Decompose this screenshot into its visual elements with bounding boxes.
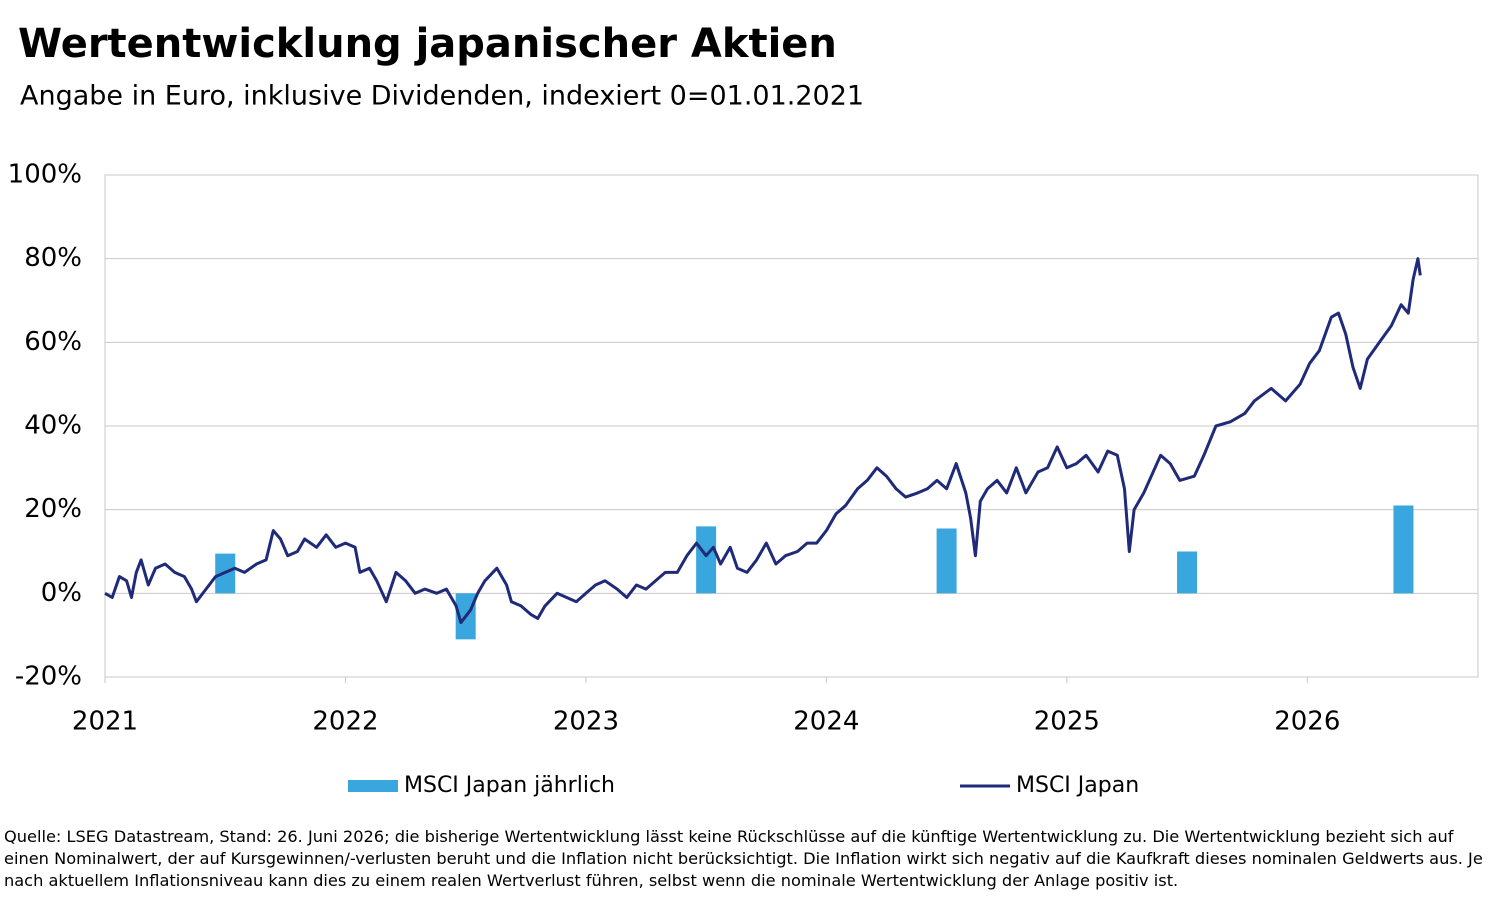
- chart-subtitle: Angabe in Euro, inklusive Dividenden, in…: [20, 81, 864, 112]
- y-tick-label: 60%: [24, 327, 82, 357]
- bar: [696, 526, 717, 594]
- legend-label: MSCI Japan jährlich: [404, 773, 615, 798]
- bar: [1393, 505, 1414, 594]
- x-tick-label: 2022: [312, 707, 378, 737]
- x-tick-label: 2026: [1274, 707, 1340, 737]
- bar: [936, 528, 957, 594]
- y-tick-label: -20%: [15, 662, 82, 692]
- legend-label: MSCI Japan: [1016, 773, 1139, 798]
- y-tick-label: 100%: [8, 160, 82, 190]
- x-tick-label: 2025: [1034, 707, 1100, 737]
- line: [104, 257, 1422, 625]
- chart: Wertentwicklung japanischer Aktien Angab…: [8, 21, 1479, 798]
- x-tick-label: 2023: [553, 707, 619, 737]
- x-tick-label: 2021: [72, 707, 138, 737]
- legend-swatch: [348, 780, 398, 792]
- x-tick-label: 2024: [793, 707, 859, 737]
- footnote: Quelle: LSEG Datastream, Stand: 26. Juni…: [4, 827, 1483, 890]
- y-tick-label: 20%: [24, 494, 82, 524]
- y-tick-label: 40%: [24, 411, 82, 441]
- chart-title: Wertentwicklung japanischer Aktien: [18, 21, 837, 67]
- bar: [1177, 551, 1198, 594]
- y-tick-label: 0%: [41, 578, 82, 608]
- y-tick-label: 80%: [24, 243, 82, 273]
